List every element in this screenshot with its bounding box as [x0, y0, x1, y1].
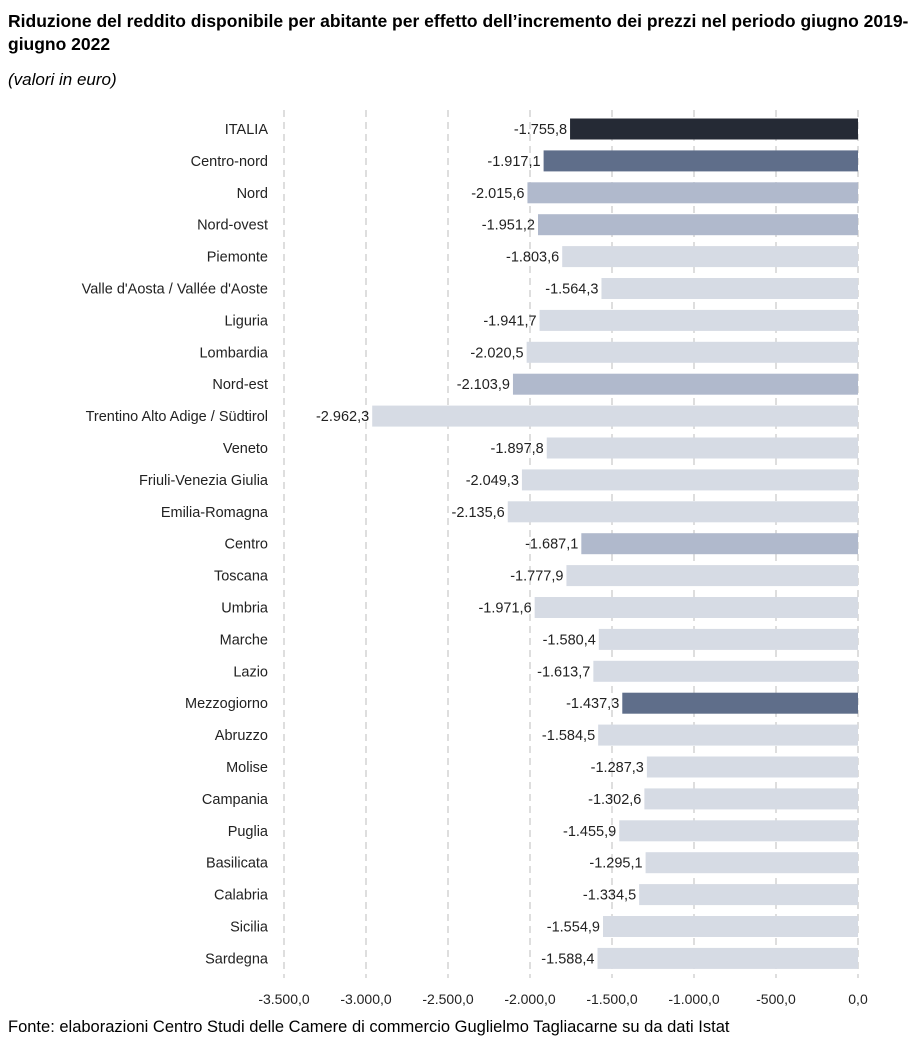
category-label: Basilicata: [206, 856, 269, 872]
category-label: Lazio: [233, 664, 268, 680]
value-label: -1.295,1: [589, 856, 642, 872]
value-label: -1.580,4: [543, 632, 596, 648]
bar: [566, 565, 858, 587]
value-label: -2.049,3: [466, 473, 519, 489]
bar: [646, 756, 858, 778]
value-label: -1.302,6: [588, 792, 641, 808]
value-label: -2.020,5: [470, 345, 523, 361]
category-label: Trentino Alto Adige / Südtirol: [86, 409, 268, 425]
category-label: Centro: [224, 537, 268, 553]
labels: ITALIA -1.755,8 Centro-nord -1.917,1 Nord -2.…: [82, 122, 644, 967]
value-label: -1.554,9: [547, 920, 600, 936]
bar: [507, 501, 858, 523]
category-label: Abruzzo: [215, 728, 268, 744]
value-label: -2.135,6: [452, 505, 505, 521]
value-label: -1.803,6: [506, 250, 559, 266]
category-label: Calabria: [214, 888, 269, 904]
category-label: Marche: [220, 632, 268, 648]
value-label: -2.962,3: [316, 409, 369, 425]
bar: [538, 214, 858, 236]
chart-title: Riduzione del reddito disponibile per ab…: [8, 11, 909, 54]
value-label: -1.777,9: [510, 569, 563, 585]
category-label: Nord: [237, 186, 268, 202]
value-label: -1.897,8: [491, 441, 544, 457]
category-label: Mezzogiorno: [185, 696, 268, 712]
value-label: -1.334,5: [583, 888, 636, 904]
value-label: -1.613,7: [537, 664, 590, 680]
value-label: -1.584,5: [542, 728, 595, 744]
category-label: Campania: [202, 792, 269, 808]
x-tick-label: 0,0: [848, 991, 868, 1007]
x-tick-label: -1.000,0: [668, 991, 720, 1007]
category-label: Friuli-Venezia Giulia: [139, 473, 269, 489]
bar: [372, 405, 858, 427]
value-label: -1.917,1: [487, 154, 540, 170]
category-label: Nord-est: [212, 377, 268, 393]
value-label: -1.951,2: [482, 218, 535, 234]
x-tick-label: -2.500,0: [422, 991, 474, 1007]
category-label: Emilia-Romagna: [161, 505, 269, 521]
bar: [644, 788, 858, 810]
x-axis: -3.500,0 -3.000,0 -2.500,0 -2.000,0 -1.500,0…: [258, 991, 868, 1007]
category-label: Puglia: [228, 824, 269, 840]
bar: [622, 692, 858, 714]
category-label: Sardegna: [205, 951, 269, 967]
bar: [619, 820, 858, 842]
bar: [546, 437, 858, 459]
chart-subtitle: (valori in euro): [8, 70, 117, 89]
category-label: Umbria: [221, 601, 269, 617]
x-tick-label: -3.000,0: [340, 991, 392, 1007]
value-label: -1.941,7: [483, 313, 536, 329]
x-tick-label: -500,0: [756, 991, 796, 1007]
category-label: Nord-ovest: [197, 218, 268, 234]
bar: [512, 373, 858, 395]
value-label: -2.015,6: [471, 186, 524, 202]
category-label: ITALIA: [225, 122, 269, 138]
category-label: Toscana: [214, 569, 269, 585]
value-label: -1.687,1: [525, 537, 578, 553]
x-tick-label: -3.500,0: [258, 991, 310, 1007]
category-label: Valle d'Aosta / Vallée d'Aoste: [82, 282, 268, 298]
value-label: -1.287,3: [591, 760, 644, 776]
category-label: Veneto: [223, 441, 268, 457]
value-label: -2.103,9: [457, 377, 510, 393]
bar: [526, 341, 858, 363]
category-label: Liguria: [224, 313, 268, 329]
bar: [598, 628, 858, 650]
bar: [543, 150, 858, 172]
x-tick-label: -2.000,0: [504, 991, 556, 1007]
bar: [602, 916, 858, 937]
bar: [562, 246, 858, 268]
source-note: Fonte: elaborazioni Centro Studi delle C…: [8, 1018, 730, 1036]
bar: [645, 852, 858, 874]
value-label: -1.755,8: [514, 122, 567, 138]
bar: [539, 309, 858, 331]
value-label: -1.455,9: [563, 824, 616, 840]
bars: [372, 118, 858, 969]
category-label: Sicilia: [230, 920, 269, 936]
value-label: -1.971,6: [478, 601, 531, 617]
value-label: -1.588,4: [541, 951, 594, 967]
category-label: Molise: [226, 760, 268, 776]
value-label: -1.437,3: [566, 696, 619, 712]
bar: [601, 278, 858, 299]
bar: [593, 660, 858, 682]
category-label: Piemonte: [207, 250, 268, 266]
bar: [534, 597, 858, 618]
bar: [570, 118, 858, 140]
bar: [598, 724, 858, 746]
bar: [639, 884, 858, 906]
bar: [527, 182, 858, 204]
category-label: Lombardia: [199, 345, 268, 361]
bar: [597, 947, 858, 969]
bar: [581, 533, 858, 555]
value-label: -1.564,3: [545, 282, 598, 298]
bar: [521, 469, 858, 491]
x-tick-label: -1.500,0: [586, 991, 638, 1007]
category-label: Centro-nord: [191, 154, 268, 170]
